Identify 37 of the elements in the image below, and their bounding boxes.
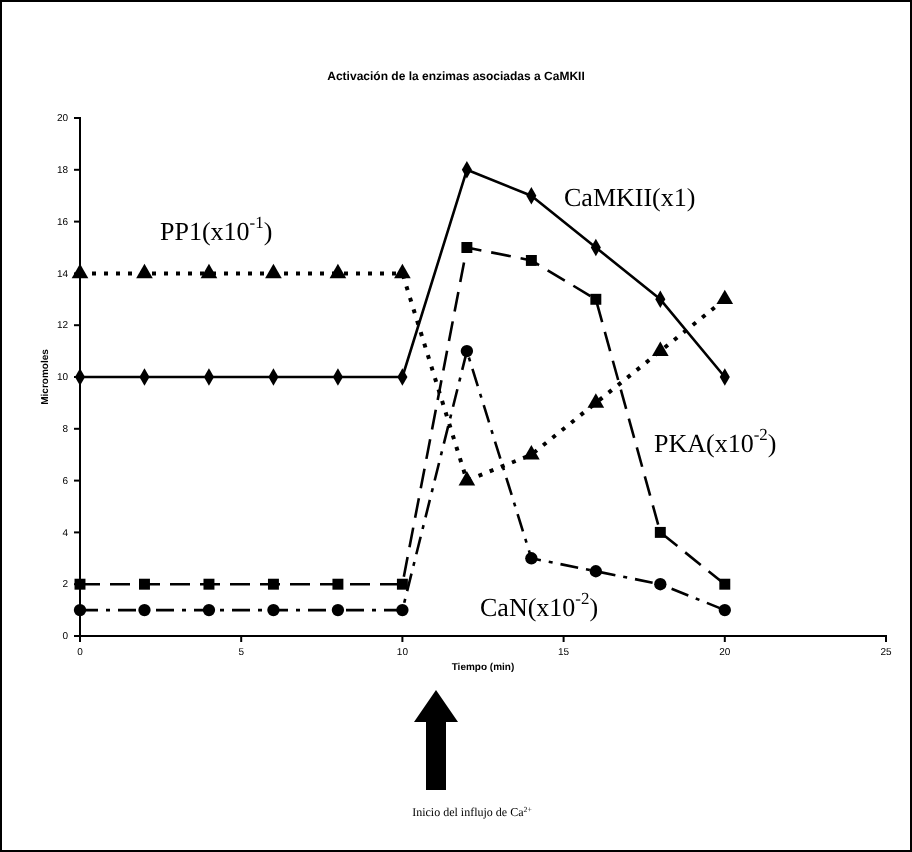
point (460, 344, 474, 358)
point (200, 263, 218, 279)
point (587, 393, 605, 408)
point (590, 293, 602, 305)
point (458, 470, 476, 486)
point (138, 603, 151, 617)
annotation: PKA(x10$^{-2}$) (654, 423, 777, 458)
point (203, 578, 215, 590)
point (73, 603, 87, 617)
point (329, 263, 347, 279)
point (202, 603, 216, 617)
point (267, 578, 279, 590)
point (589, 565, 603, 578)
point (716, 289, 734, 305)
point (525, 254, 537, 266)
point (267, 603, 280, 617)
point (396, 578, 408, 590)
point (652, 341, 669, 356)
point (718, 603, 731, 617)
point (654, 526, 666, 538)
annotation: PP1(x10$^{-1}$) (160, 211, 273, 246)
point (139, 578, 150, 590)
point (523, 445, 540, 460)
point (74, 578, 86, 590)
annotation: CaN(x10$^{-2}$) (480, 587, 599, 622)
point (461, 242, 473, 253)
point (331, 603, 345, 617)
point (394, 263, 411, 279)
point (71, 263, 89, 279)
point (719, 578, 731, 590)
point (654, 578, 667, 591)
point (265, 263, 282, 279)
point (136, 263, 153, 279)
annotation: CaMKII(x1) (564, 181, 696, 212)
point (396, 603, 409, 617)
point (525, 552, 538, 565)
point (332, 578, 344, 590)
